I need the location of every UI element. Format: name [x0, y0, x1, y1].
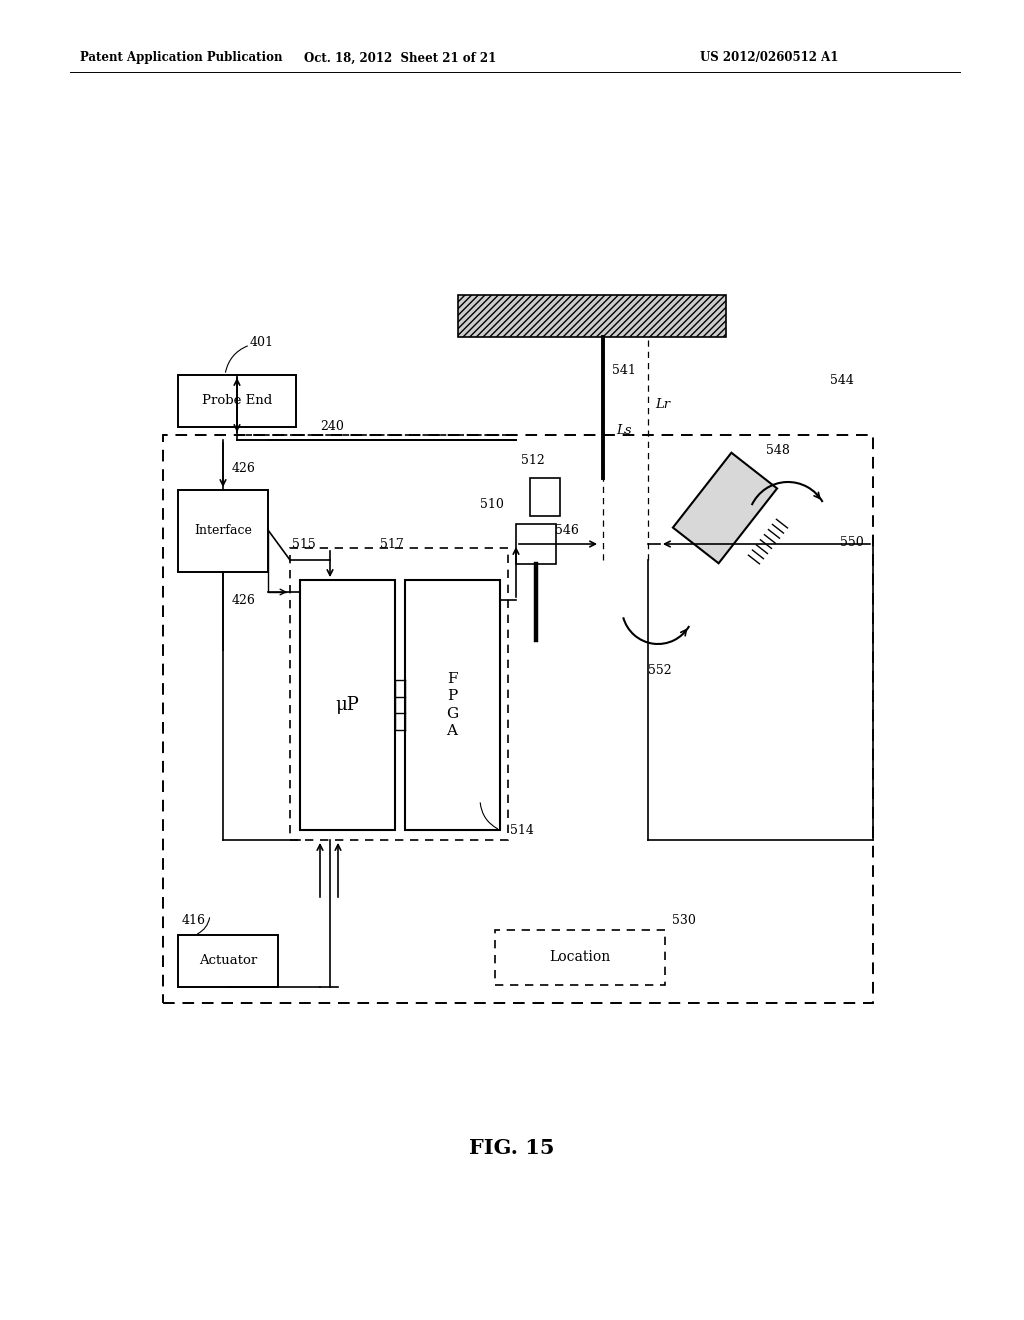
Text: 515: 515 [292, 539, 315, 552]
Text: Ls: Ls [616, 424, 632, 437]
Text: US 2012/0260512 A1: US 2012/0260512 A1 [700, 51, 839, 65]
Text: 550: 550 [840, 536, 864, 549]
Text: Probe End: Probe End [202, 395, 272, 408]
Bar [406, 579, 500, 830]
Bar [178, 490, 268, 572]
Polygon shape [673, 453, 777, 564]
Text: F
P
G
A: F P G A [445, 672, 458, 738]
Text: 541: 541 [612, 363, 636, 376]
Text: 512: 512 [521, 454, 545, 466]
Text: 546: 546 [555, 524, 579, 536]
Bar [178, 935, 278, 987]
Text: Oct. 18, 2012  Sheet 21 of 21: Oct. 18, 2012 Sheet 21 of 21 [304, 51, 496, 65]
Text: 426: 426 [232, 594, 256, 606]
Text: 548: 548 [766, 444, 790, 457]
Text: Location: Location [549, 950, 610, 964]
Text: 426: 426 [232, 462, 256, 474]
Text: Interface: Interface [195, 524, 252, 537]
Text: 401: 401 [250, 335, 274, 348]
Text: Lr: Lr [655, 399, 670, 412]
Text: 552: 552 [648, 664, 672, 676]
Text: 514: 514 [510, 824, 534, 837]
Text: Patent Application Publication: Patent Application Publication [80, 51, 283, 65]
Text: 517: 517 [380, 539, 403, 552]
Bar [300, 579, 395, 830]
Bar [495, 931, 665, 985]
Text: 510: 510 [480, 499, 504, 511]
Text: FIG. 15: FIG. 15 [469, 1138, 555, 1158]
Bar [530, 478, 560, 516]
Bar [163, 436, 873, 1003]
Text: 544: 544 [830, 374, 854, 387]
Bar [178, 375, 296, 426]
Bar [516, 524, 556, 564]
Bar [458, 294, 726, 337]
Text: Actuator: Actuator [199, 954, 257, 968]
Text: μP: μP [335, 696, 358, 714]
Text: 416: 416 [182, 913, 206, 927]
Text: 240: 240 [319, 421, 344, 433]
Bar [290, 548, 508, 840]
Text: 530: 530 [672, 913, 696, 927]
